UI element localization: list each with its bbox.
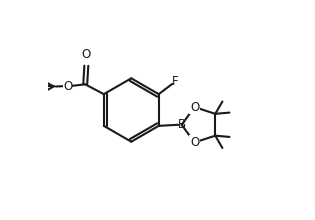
Text: O: O xyxy=(190,101,199,114)
Text: O: O xyxy=(190,136,199,149)
Text: B: B xyxy=(178,118,186,131)
Text: F: F xyxy=(172,75,178,88)
Text: O: O xyxy=(82,48,91,61)
Text: O: O xyxy=(63,80,72,93)
